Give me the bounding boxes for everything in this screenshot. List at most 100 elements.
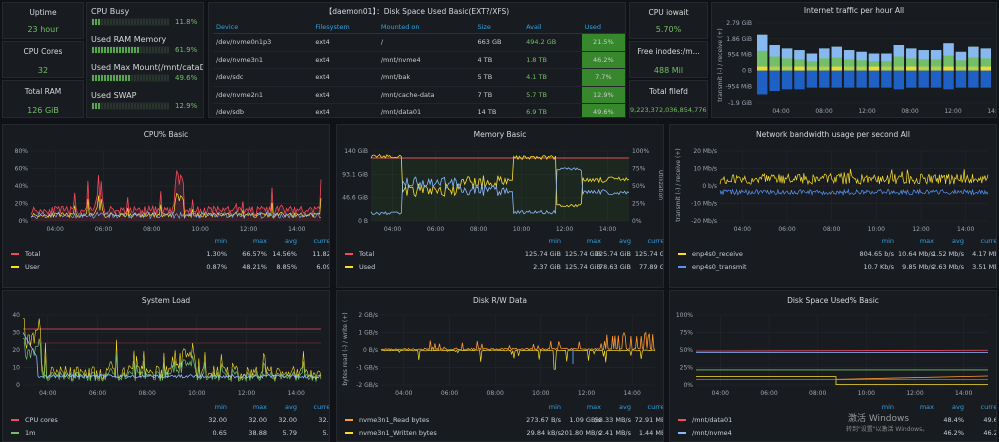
y-tick-label: 2 GB/s [358,312,378,319]
network-bw-legend: min max avg current enp4s0_receive 804.65 b/s… [676,237,996,277]
x-tick-label: 06:00 [95,226,112,233]
legend-column-header[interactable]: avg [952,237,964,245]
legend-column-header[interactable]: avg [619,403,631,411]
gauge-label: Used RAM Memory [91,35,167,44]
legend-column-header[interactable]: current [980,403,997,411]
gauge-cell [104,75,106,81]
gauge-cell [155,47,157,53]
legend-column-header[interactable]: min [548,403,561,411]
gauge-cell [152,47,154,53]
x-tick-label: 14:00 [599,226,616,233]
legend-row[interactable]: Total 125.74 GiB 125.74 GiB 125.74 GiB 125.7… [343,250,663,260]
y-tick-label: 0 B [358,218,368,225]
table-cell: 4.1 TB [523,68,582,87]
legend-column-header[interactable]: avg [285,403,297,411]
y-right-tick-label: 0% [632,218,642,225]
gauge-cell [122,19,124,25]
column-header[interactable]: Size [474,21,524,34]
gauge-cell [149,103,151,109]
cache-series [696,376,988,386]
legend-value: 77.89 GiB [639,263,663,271]
system-load-panel[interactable]: System Load 40 30 20 10 0 04:00 06:00 08:00 10:0… [2,290,330,442]
x-tick-label: 06:00 [441,390,458,397]
gauge-label: Used SWAP [91,91,137,100]
legend-row[interactable]: nvme3n1_Written bytes 29.84 kB/s 201.80 MB… [343,429,663,439]
legend-row[interactable]: /mnt/data01 48.4% 49.6% [676,416,996,426]
y-tick-label: -1.9 GiB [728,100,752,107]
uptime-panel[interactable]: Uptime 23 hour [2,2,84,39]
cpu-iowait-panel[interactable]: CPU iowait 5.70% [629,2,708,39]
gauge-label: Used Max Mount(/mnt/cataD... [91,63,203,72]
disk-used-panel[interactable]: Disk Space Used% Basic 100% 75% 50% 25% 0% 04… [669,290,997,442]
gauge-cell [143,19,145,25]
disk-table-title: 【daemon01】：Disk Space Used Basic(EXT?/XF… [324,7,510,16]
legend-value: 32.00 [208,416,227,424]
legend-series-name: Total [359,250,375,258]
legend-column-header[interactable]: min [881,403,894,411]
column-header[interactable]: Avail [523,21,582,34]
cpu-cores-panel[interactable]: CPU Cores 32 [2,41,84,78]
legend-row[interactable]: enp4s0_transmit 10.7 Kb/s 9.85 Mb/s 2.63 Mb… [676,263,996,273]
legend-series-name: CPU cores [25,416,58,424]
legend-column-header[interactable]: max [586,403,601,411]
gauge-cell [158,75,160,81]
legend-row[interactable]: User 0.87% 48.21% 8.85% 6.09% [9,263,329,273]
gauge-cell [140,19,142,25]
legend-row[interactable]: /mnt/nvme4 46.2% 46.2% [676,429,996,439]
written-series [380,349,656,370]
x-tick-label: 08:00 [901,108,918,115]
legend-row[interactable]: 1m 0.65 38.88 5.79 5.97 [9,429,329,439]
table-cell: /dev/nvme3n1 [213,51,313,69]
disk-rw-panel[interactable]: Disk R/W Data 2 GB/s 1 GB/s 0 B/s -1 GB/s -2… [336,290,664,442]
free-inodes-panel[interactable]: Free inodes:/m... 488 Mil [629,41,708,78]
legend-column-header[interactable]: current [313,403,330,411]
legend-row[interactable]: Total 1.30% 66.57% 14.56% 11.82% [9,250,329,260]
gauge-cell [125,47,127,53]
gauge-cell [107,19,109,25]
legend-column-header[interactable]: min [548,237,561,245]
total-ram-panel[interactable]: Total RAM 126 GiB [2,80,84,118]
column-header[interactable]: Device [213,21,313,34]
legend-column-header[interactable]: avg [619,237,631,245]
legend-row[interactable]: nvme3n1_Read bytes 273.67 B/s 1.09 GB/s 58.… [343,416,663,426]
legend-column-header[interactable]: min [881,237,894,245]
legend-column-header[interactable]: max [919,403,934,411]
legend-row[interactable]: enp4s0_receive 804.65 b/s 10.64 Mb/s 1.52 M… [676,250,996,260]
cpu-basic-panel[interactable]: CPU% Basic 80% 60% 40% 20% 0% 04:00 06:00 08:00… [2,124,330,288]
legend-value: 6.09% [316,263,329,271]
legend-column-header[interactable]: max [586,237,601,245]
receive-bar-top [757,34,768,51]
legend-column-header[interactable]: avg [952,403,964,411]
network-bw-panel[interactable]: Network bandwidth usage per second All 2… [669,124,997,288]
legend-row[interactable]: CPU cores 32.00 32.00 32.00 32.00 [9,416,329,426]
legend-column-header[interactable]: current [647,403,664,411]
legend-column-header[interactable]: max [919,237,934,245]
column-header[interactable]: Filesystem [312,21,378,34]
gauge-cell [164,103,166,109]
legend-column-header[interactable]: avg [285,237,297,245]
legend-column-header[interactable]: current [313,237,330,245]
disk-used-chart: 100% 75% 50% 25% 0% 04:00 06:00 08:00 10:00 12:00… [676,312,989,397]
total-filefd-panel[interactable]: Total filefd 9,223,372,036,854,776,0 [629,80,708,118]
column-header[interactable]: Used [581,21,625,34]
legend-column-header[interactable]: min [214,237,227,245]
disk-space-table-panel[interactable]: 【daemon01】：Disk Space Used Basic(EXT?/XF… [208,2,626,118]
resource-gauges-panel[interactable]: CPU Busy 11.8% Used RAM Memory 61.9% Used Ma… [86,2,204,118]
legend-column-header[interactable]: min [214,403,227,411]
legend-value: 66.57% [242,250,267,258]
gauge-cell [125,103,127,109]
gauge-cell [146,47,148,53]
receive-bar-accent [955,66,967,71]
x-tick-label: 10:00 [868,226,885,233]
gauge-cell [152,103,154,109]
legend-column-header[interactable]: current [647,237,664,245]
legend-column-header[interactable]: max [252,237,267,245]
traffic-hour-panel[interactable]: Internet traffic per hour All 2.79 GiB 1.… [711,2,997,118]
transmit-series [719,188,989,196]
gauge-cell [110,103,112,109]
column-header[interactable]: Mounted on [377,21,475,34]
legend-column-header[interactable]: current [980,237,997,245]
legend-column-header[interactable]: max [252,403,267,411]
